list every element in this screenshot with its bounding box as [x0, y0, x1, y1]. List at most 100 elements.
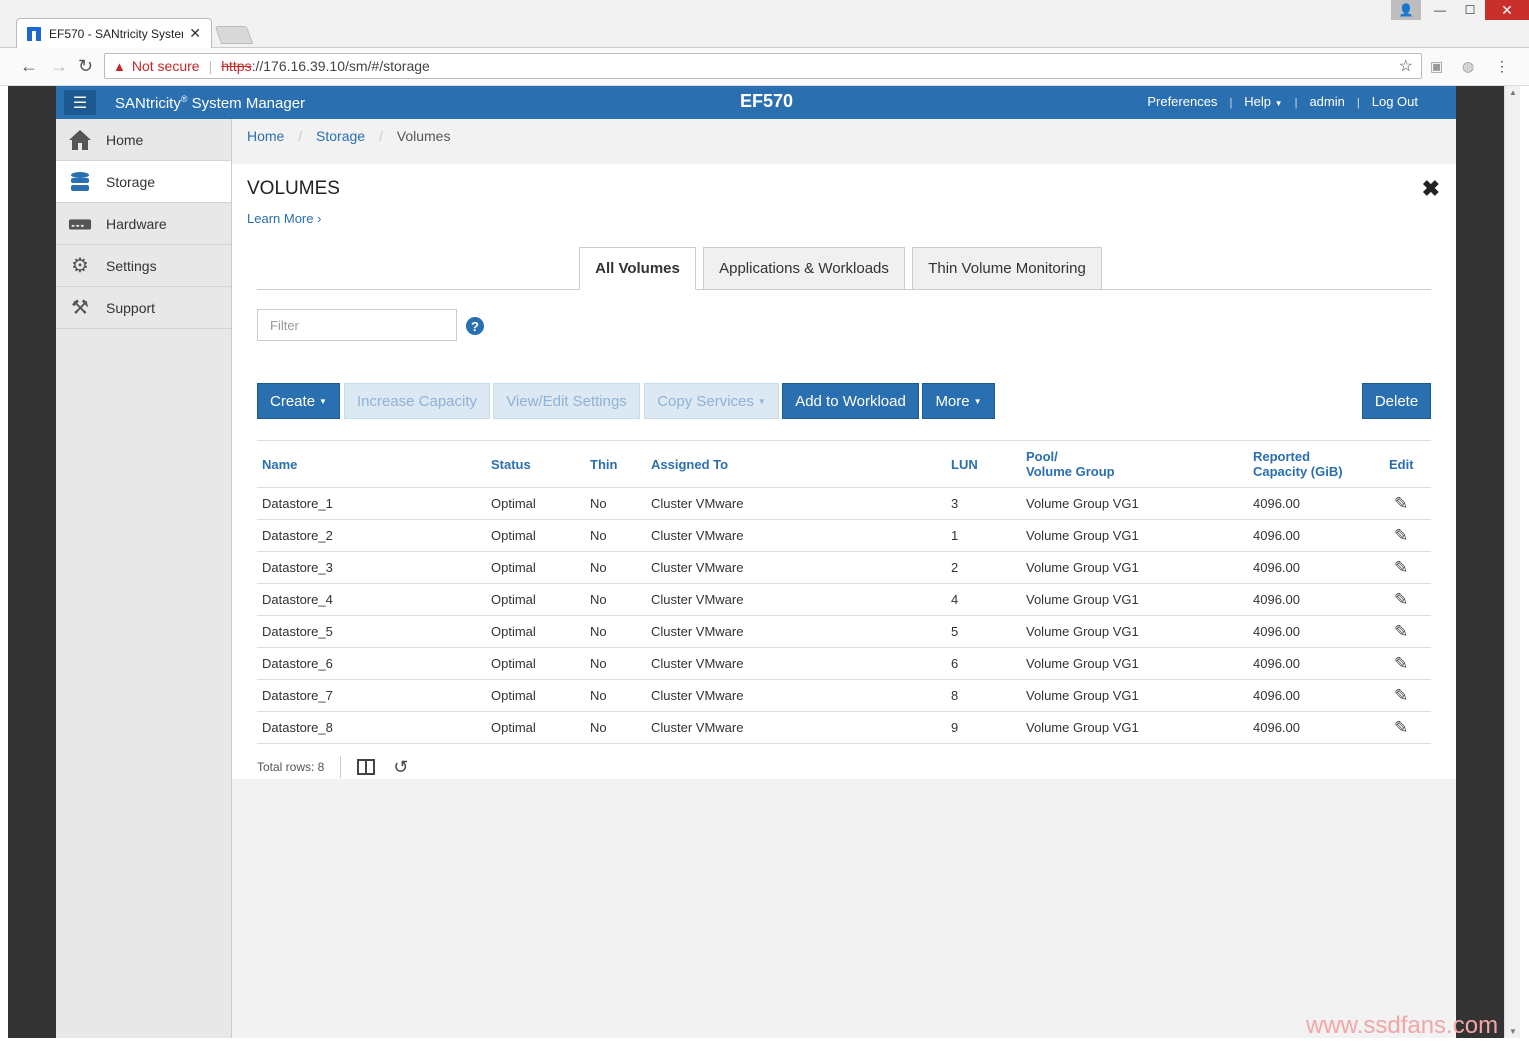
table-row[interactable]: Datastore_3 Optimal No Cluster VMware 2 Volum…: [257, 551, 1431, 584]
table-row[interactable]: Datastore_4 Optimal No Cluster VMware 4 Volum…: [257, 583, 1431, 616]
more-button[interactable]: More ▼: [922, 383, 995, 419]
cell-edit: ✎: [1384, 615, 1431, 648]
view-edit-settings-button[interactable]: View/Edit Settings: [493, 383, 640, 419]
help-question-icon[interactable]: ?: [466, 317, 484, 335]
bookmark-star-icon[interactable]: ☆: [1398, 58, 1413, 75]
pencil-edit-icon[interactable]: ✎: [1394, 621, 1409, 641]
col-lun[interactable]: LUN: [946, 440, 1021, 488]
col-name[interactable]: Name: [257, 440, 486, 488]
url-scheme: https: [221, 58, 252, 74]
copy-services-button[interactable]: Copy Services ▼: [644, 383, 779, 419]
sidebar-item-settings[interactable]: ⚙ Settings: [56, 245, 231, 287]
cell-lun: 6: [946, 647, 1021, 680]
sidebar-item-label: Settings: [106, 257, 157, 274]
increase-capacity-button[interactable]: Increase Capacity: [344, 383, 490, 419]
pencil-edit-icon[interactable]: ✎: [1394, 653, 1409, 673]
table-row[interactable]: Datastore_2 Optimal No Cluster VMware 1 Volum…: [257, 519, 1431, 552]
add-to-workload-button[interactable]: Add to Workload: [782, 383, 919, 419]
sidebar-item-storage[interactable]: Storage: [56, 161, 231, 203]
cell-status: Optimal: [486, 519, 585, 552]
table-row[interactable]: Datastore_8 Optimal No Cluster VMware 9 Volum…: [257, 711, 1431, 744]
cell-status: Optimal: [486, 615, 585, 648]
extension-pdf-icon[interactable]: ▣: [1430, 58, 1444, 74]
cell-edit: ✎: [1384, 711, 1431, 744]
close-icon[interactable]: ✖: [1421, 176, 1440, 201]
browser-menu-icon[interactable]: ⋮: [1495, 58, 1509, 74]
scroll-up-icon[interactable]: ▲: [1509, 88, 1517, 97]
col-pool[interactable]: Pool/Volume Group: [1021, 440, 1248, 488]
cell-assigned-to: Cluster VMware: [646, 519, 946, 552]
help-link[interactable]: Help ▼: [1244, 94, 1282, 112]
tab-applications-workloads[interactable]: Applications & Workloads: [703, 247, 905, 290]
columns-icon[interactable]: [357, 759, 376, 775]
breadcrumb-home-link[interactable]: Home: [247, 128, 285, 144]
admin-link[interactable]: admin: [1309, 94, 1345, 109]
cell-lun: 2: [946, 551, 1021, 584]
col-assigned-to[interactable]: Assigned To: [646, 440, 946, 488]
scroll-down-icon[interactable]: ▼: [1509, 1027, 1517, 1036]
table-row[interactable]: Datastore_7 Optimal No Cluster VMware 8 Volum…: [257, 679, 1431, 712]
sidebar-item-label: Home: [106, 131, 144, 148]
cell-assigned-to: Cluster VMware: [646, 647, 946, 680]
tab-thin-volume-monitoring[interactable]: Thin Volume Monitoring: [912, 247, 1102, 290]
pencil-edit-icon[interactable]: ✎: [1394, 717, 1409, 737]
pencil-edit-icon[interactable]: ✎: [1394, 557, 1409, 577]
user-icon[interactable]: 👤: [1391, 0, 1421, 20]
table-header-row: Name Status Thin Assigned To LUN Pool/Vo…: [257, 440, 1431, 488]
table-row[interactable]: Datastore_6 Optimal No Cluster VMware 6 Volum…: [257, 647, 1431, 680]
sidebar-item-hardware[interactable]: Hardware: [56, 203, 231, 245]
logout-link[interactable]: Log Out: [1371, 94, 1418, 109]
address-bar[interactable]: ▲ Not secure | https ://176.16.39.10/sm/…: [104, 53, 1422, 79]
reload-icon[interactable]: ↻: [78, 56, 94, 76]
delete-button[interactable]: Delete: [1362, 383, 1431, 419]
pencil-edit-icon[interactable]: ✎: [1394, 525, 1409, 545]
window-controls: 👤 — ☐ ✕: [1391, 0, 1529, 20]
filter-input[interactable]: [257, 309, 457, 341]
cell-pool: Volume Group VG1: [1021, 711, 1248, 744]
watermark: www.ssdfans.com: [1306, 1012, 1499, 1039]
new-tab-button[interactable]: [214, 26, 254, 44]
col-capacity[interactable]: Reported Capacity (GiB): [1248, 440, 1384, 488]
pencil-edit-icon[interactable]: ✎: [1394, 589, 1409, 609]
col-thin[interactable]: Thin: [585, 440, 646, 488]
cell-thin: No: [585, 679, 646, 712]
tab-all-volumes[interactable]: All Volumes: [579, 247, 696, 290]
app-name: SANtricity: [115, 95, 181, 112]
back-arrow-icon[interactable]: ←: [20, 56, 38, 76]
caret-down-icon: ▼: [973, 396, 982, 406]
learn-more-link[interactable]: Learn More ›: [247, 211, 322, 226]
table-row[interactable]: Datastore_1 Optimal No Cluster VMware 3 Volum…: [257, 487, 1431, 520]
cell-status: Optimal: [486, 679, 585, 712]
cell-edit: ✎: [1384, 487, 1431, 520]
refresh-icon[interactable]: ↺: [393, 756, 409, 777]
hardware-icon: [68, 212, 92, 236]
breadcrumb-storage-link[interactable]: Storage: [316, 128, 366, 144]
preferences-link[interactable]: Preferences: [1147, 94, 1218, 109]
table-row[interactable]: Datastore_5 Optimal No Cluster VMware 5 Volum…: [257, 615, 1431, 648]
create-button[interactable]: Create ▼: [257, 383, 340, 419]
cell-lun: 3: [946, 487, 1021, 520]
tools-icon: ⚒: [71, 297, 89, 319]
cell-pool: Volume Group VG1: [1021, 647, 1248, 680]
maximize-button[interactable]: ☐: [1464, 3, 1476, 17]
page-scrollbar[interactable]: ▲ ▼: [1504, 86, 1520, 1038]
address-bar-row: ← → ↻ ▲ Not secure | https ://176.16.39.…: [0, 48, 1529, 86]
cell-lun: 1: [946, 519, 1021, 552]
cell-capacity: 4096.00: [1248, 487, 1384, 520]
sidebar-item-home[interactable]: Home: [56, 119, 231, 161]
browser-tab[interactable]: EF570 - SANtricity Systen ✕: [16, 18, 212, 48]
pencil-edit-icon[interactable]: ✎: [1394, 493, 1409, 513]
sidebar-item-support[interactable]: ⚒ Support: [56, 287, 231, 329]
col-capacity-line1: Reported: [1253, 449, 1311, 464]
extension-circle-icon[interactable]: ◍: [1462, 58, 1475, 74]
col-status[interactable]: Status: [486, 440, 585, 488]
window-close-button[interactable]: ✕: [1485, 0, 1529, 20]
home-icon: [68, 128, 92, 152]
cell-name: Datastore_7: [257, 679, 486, 712]
forward-arrow-icon[interactable]: →: [50, 56, 68, 76]
tab-close-icon[interactable]: ✕: [189, 25, 201, 41]
storage-icon: [68, 170, 92, 194]
pencil-edit-icon[interactable]: ✎: [1394, 685, 1409, 705]
hamburger-menu-icon[interactable]: ☰: [64, 90, 96, 115]
minimize-button[interactable]: —: [1434, 3, 1446, 17]
